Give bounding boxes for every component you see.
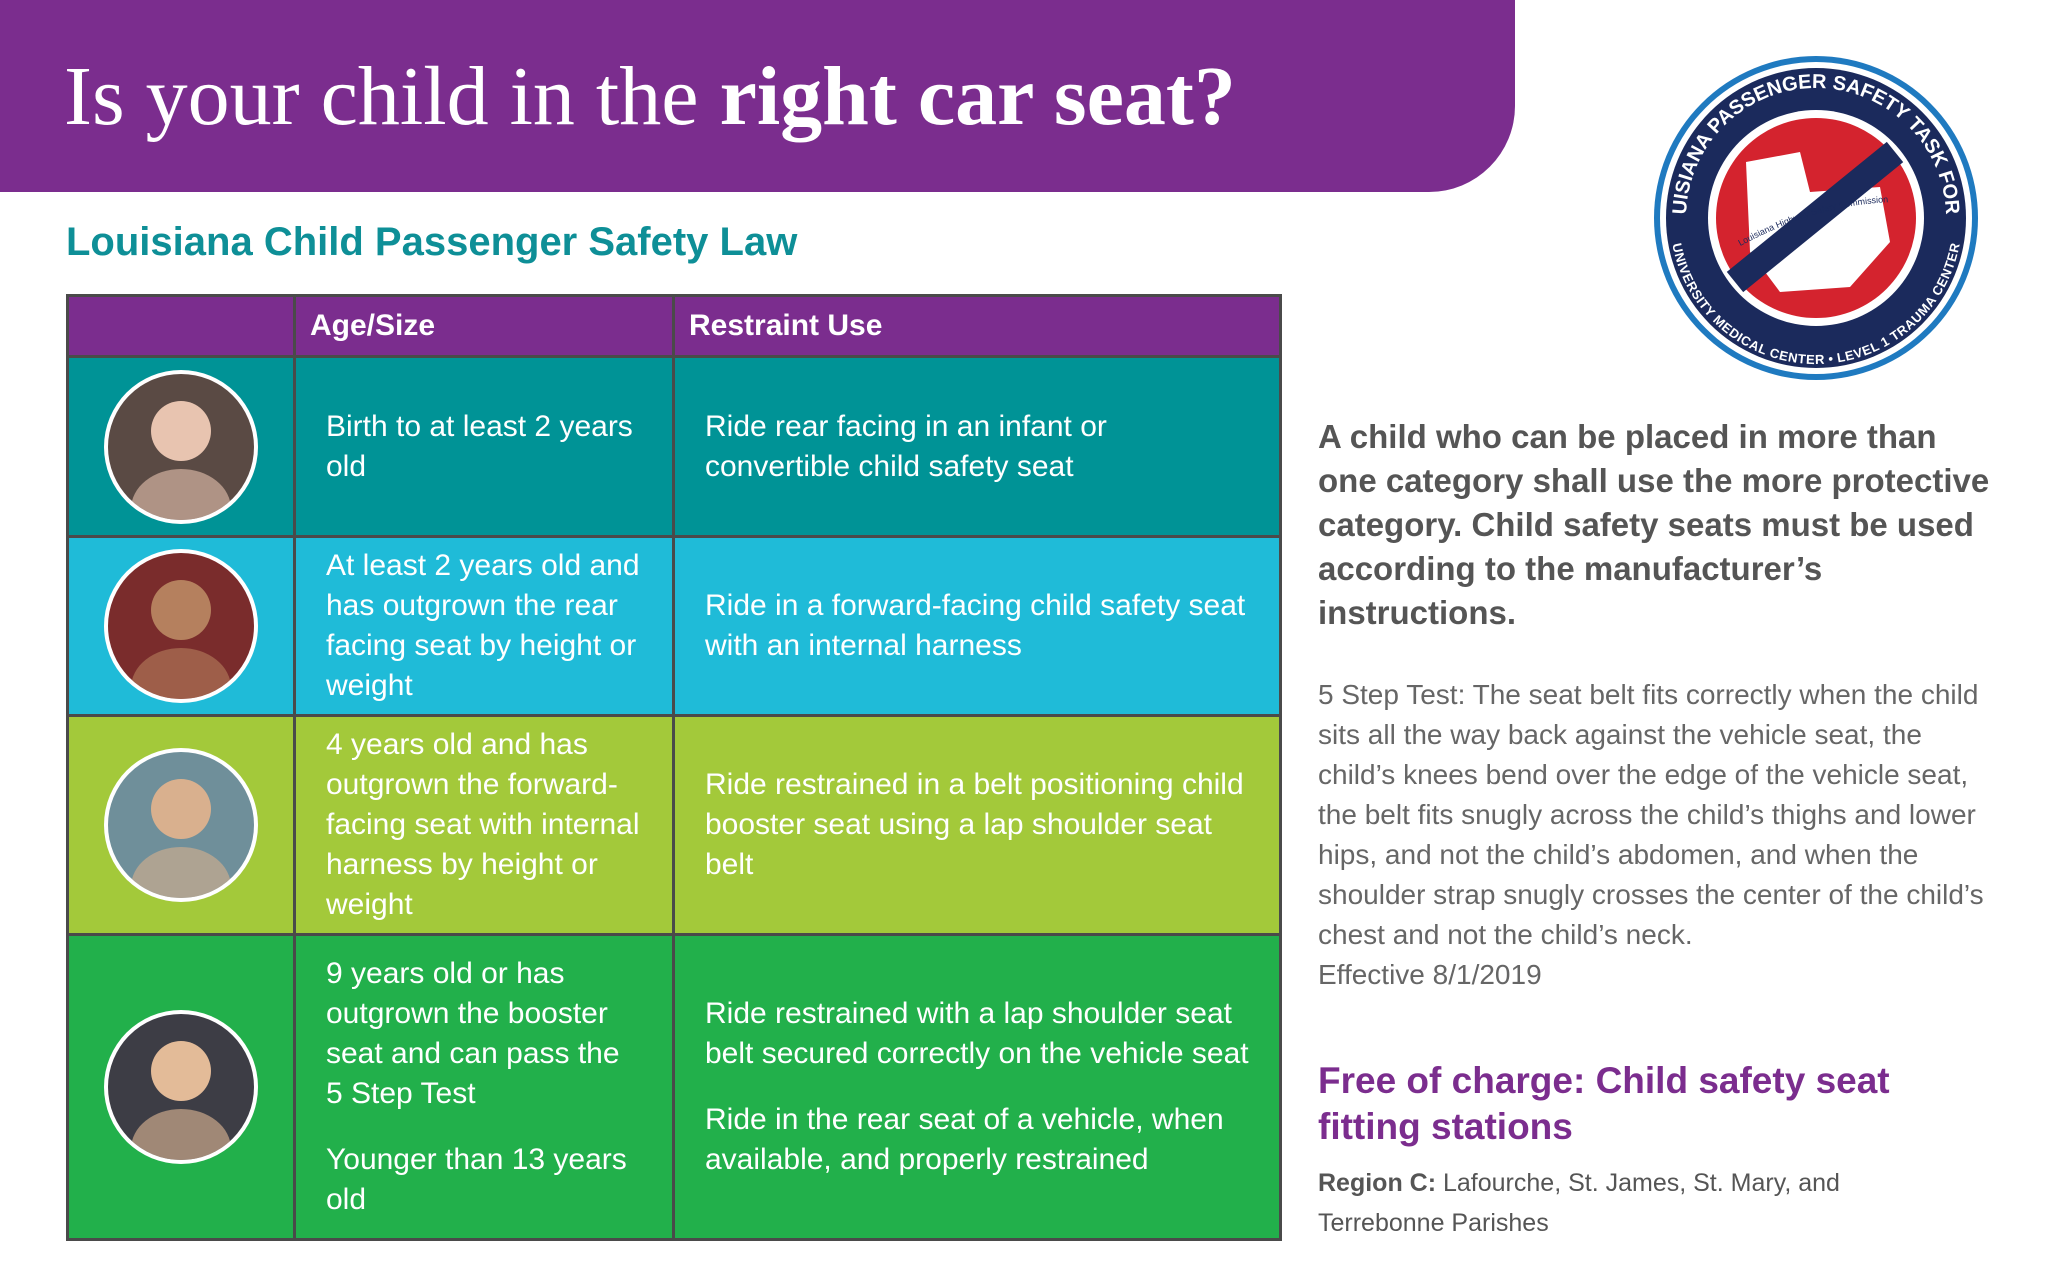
title-bold: right car seat? <box>719 50 1236 143</box>
photo-cell <box>66 355 296 538</box>
category-note: A child who can be placed in more than o… <box>1318 418 1990 631</box>
age-text: 9 years old or has outgrown the booster … <box>326 957 620 1110</box>
header-band <box>0 0 1515 192</box>
age-cell: Birth to at least 2 years old <box>293 355 675 538</box>
child-photo <box>104 549 258 703</box>
age-text: Birth to at least 2 years old <box>326 409 633 483</box>
restraint-text: Ride restrained with a lap shoulder seat… <box>705 997 1249 1070</box>
age-cell: 9 years old or has outgrown the booster … <box>293 933 675 1241</box>
photo-cell <box>66 535 296 717</box>
photo-cell <box>66 714 296 936</box>
restraint-cell: Ride restrained with a lap shoulder seat… <box>672 933 1282 1241</box>
logo: LOUISIANA PASSENGER SAFETY TASK FORCE UN… <box>1650 52 1978 380</box>
age-cell: At least 2 years old and has outgrown th… <box>293 535 675 717</box>
effective-date: Effective 8/1/2019 <box>1318 959 1542 990</box>
column-header: Age/Size <box>293 294 675 358</box>
law-table: Age/Size Restraint Use Birth to at least… <box>66 294 1282 1241</box>
restraint-text: Ride restrained in a belt positioning ch… <box>705 768 1244 881</box>
table-row: Birth to at least 2 years old Ride rear f… <box>66 355 1282 538</box>
subtitle: Louisiana Child Passenger Safety Law <box>66 220 798 264</box>
age-text: Younger than 13 years old <box>326 1143 627 1216</box>
age-cell: 4 years old and has outgrown the forward… <box>293 714 675 936</box>
title-plain: Is your child in the <box>64 50 699 143</box>
restraint-cell: Ride rear facing in an infant or convert… <box>672 355 1282 538</box>
photo-cell <box>66 933 296 1241</box>
child-photo <box>104 1010 258 1164</box>
table-row: 9 years old or has outgrown the booster … <box>66 933 1282 1241</box>
column-header: Restraint Use <box>672 294 1282 358</box>
region-label: Region C: <box>1318 1169 1437 1197</box>
restraint-cell: Ride in a forward-facing child safety se… <box>672 535 1282 717</box>
table-row: 4 years old and has outgrown the forward… <box>66 714 1282 936</box>
child-photo <box>104 369 258 524</box>
free-title: Free of charge: Child safety seat fittin… <box>1318 1060 1890 1147</box>
title: Is your child in the right car seat? <box>64 48 1236 145</box>
age-text: 4 years old and has outgrown the forward… <box>326 728 640 921</box>
region-text: Lafourche, St. James, St. Mary, and Terr… <box>1318 1169 1840 1237</box>
table-row: At least 2 years old and has outgrown th… <box>66 535 1282 717</box>
restraint-cell: Ride restrained in a belt positioning ch… <box>672 714 1282 936</box>
restraint-text: Ride rear facing in an infant or convert… <box>705 409 1107 483</box>
photo-header <box>66 294 296 358</box>
restraint-text: Ride in a forward-facing child safety se… <box>705 589 1246 662</box>
region: Region C: Lafourche, St. James, St. Mary… <box>1318 1163 1878 1243</box>
age-text: At least 2 years old and has outgrown th… <box>326 549 640 702</box>
header-row: Age/Size Restraint Use <box>66 294 1282 358</box>
step-test: 5 Step Test: The seat belt fits correctl… <box>1318 675 1998 995</box>
step-test-text: 5 Step Test: The seat belt fits correctl… <box>1318 679 1984 950</box>
child-photo <box>104 748 258 902</box>
restraint-text: Ride in the rear seat of a vehicle, when… <box>705 1103 1224 1176</box>
